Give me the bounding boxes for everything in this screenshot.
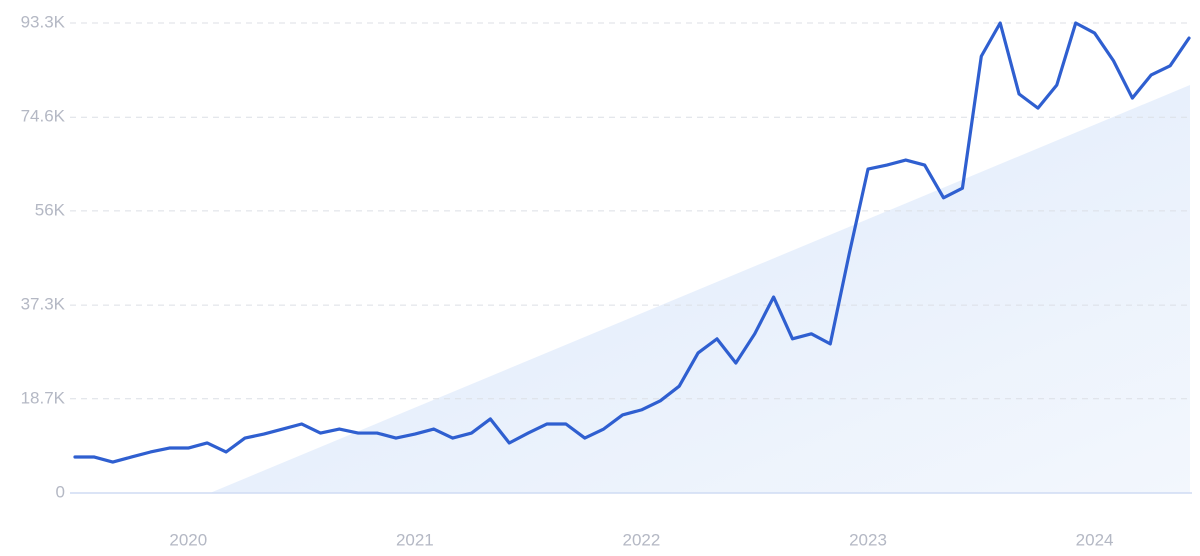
x-tick-label: 2024 [1076,530,1114,549]
x-tick-label: 2022 [623,530,661,549]
y-tick-label: 74.6K [21,107,66,126]
x-tick-label: 2020 [169,530,207,549]
y-tick-label: 93.3K [21,12,66,31]
y-tick-label: 0 [56,482,65,501]
x-tick-label: 2023 [849,530,887,549]
y-tick-label: 37.3K [21,295,66,314]
y-tick-label: 56K [35,200,66,219]
trend-line [73,21,1191,464]
trend-area [210,85,1190,493]
x-tick-label: 2021 [396,530,434,549]
y-tick-label: 18.7K [21,388,66,407]
